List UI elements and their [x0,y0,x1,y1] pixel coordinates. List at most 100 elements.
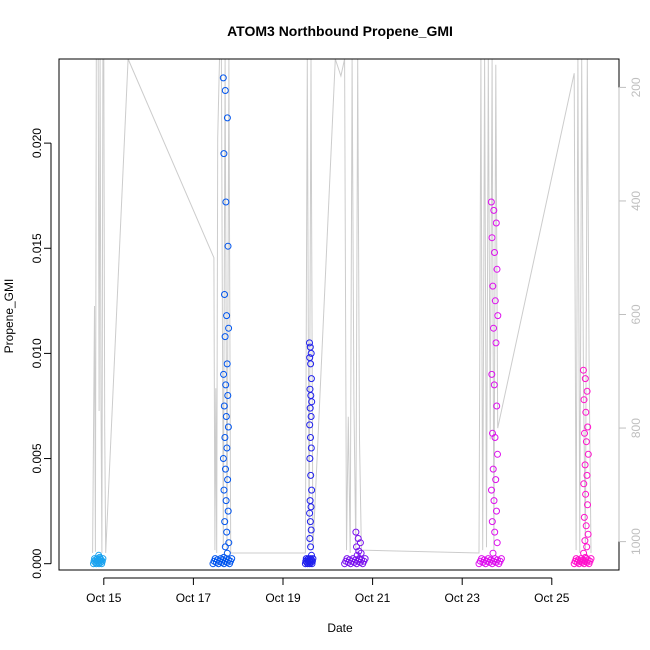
data-point [491,528,499,536]
data-point [308,551,315,559]
data-point [220,150,228,158]
data-point [221,543,229,551]
data-points [90,74,595,568]
data-point [306,455,314,462]
data-point [307,413,315,420]
data-point [307,434,314,441]
y2-tick-label: 600 [629,304,643,324]
data-point [222,381,230,389]
data-point [308,556,315,564]
data-point [223,549,231,557]
data-point [490,324,497,332]
data-point [582,408,590,416]
data-point [356,539,364,547]
data-point [488,486,495,494]
x-tick-label: Oct 15 [86,591,122,605]
data-point [492,339,500,347]
data-point [308,486,316,494]
data-point [492,219,500,227]
y-tick-label: 0.020 [30,128,44,158]
chart-title: ATOM3 Northbound Propene_GMI [227,23,453,39]
data-point [493,402,501,410]
data-point [307,503,315,511]
flight-series [90,551,107,568]
x-tick-label: Oct 23 [445,591,481,605]
data-point [307,375,315,383]
data-point [221,87,229,94]
data-point [223,528,231,536]
data-point [581,461,589,469]
data-point [306,339,313,347]
data-point [307,543,315,551]
data-point [490,206,498,214]
x-tick-label: Oct 25 [534,591,570,605]
data-point [491,434,499,441]
data-point [354,535,362,542]
data-point [581,429,588,437]
data-point [490,497,498,505]
data-point [224,423,232,431]
data-point [497,555,505,563]
data-point [582,438,590,446]
data-point [584,450,592,458]
data-point [584,530,592,538]
data-point [223,360,231,368]
y-tick-label: 0.015 [30,233,44,263]
data-point [490,381,498,389]
y2-tick-label: 200 [629,77,643,97]
data-point [222,413,230,420]
data-point [488,370,496,378]
data-point [221,333,229,341]
data-point [308,560,316,568]
data-point [219,455,227,462]
data-point [97,558,105,566]
plot-frame [58,58,620,571]
data-point [353,551,361,559]
data-point [355,547,363,555]
data-point [489,282,497,290]
y2-tick-label: 400 [629,191,643,211]
data-point [223,114,231,122]
data-point [222,198,230,206]
data-point [489,465,497,473]
data-point [307,349,315,357]
data-point [221,434,229,441]
data-point [97,556,105,563]
x-tick-label: Oct 19 [265,591,301,605]
x-tick-label: Oct 21 [355,591,391,605]
data-point [307,471,315,479]
data-point [583,387,591,395]
data-point [220,402,228,410]
data-point [494,312,502,320]
data-point [581,537,589,545]
x-axis-label: Date [327,621,353,635]
x-tick-label: Oct 17 [176,591,212,605]
x-axis: Oct 15 Oct 17 Oct 19 Oct 21 Oct 23 Oct 25 [86,577,570,605]
data-point [224,392,232,399]
data-point [582,490,590,498]
data-point [356,556,363,563]
data-point [492,476,500,484]
data-point [225,539,233,547]
data-point [307,360,315,368]
data-point [225,324,233,332]
data-point [309,555,317,563]
y2-tick-label: 800 [629,418,643,438]
data-point [494,450,501,458]
data-point [493,539,501,547]
data-point [487,198,495,206]
data-point [582,522,590,530]
data-point [224,507,232,515]
flight-series [301,339,317,568]
data-point [219,74,227,82]
data-point [308,398,316,406]
flight-series [475,198,505,568]
data-point [352,528,360,536]
data-point [583,471,591,479]
data-point [584,423,592,431]
data-point [224,242,232,250]
data-point [584,501,591,509]
data-point [493,507,500,515]
data-point [580,480,588,488]
y-tick-label: 0.000 [30,548,44,578]
